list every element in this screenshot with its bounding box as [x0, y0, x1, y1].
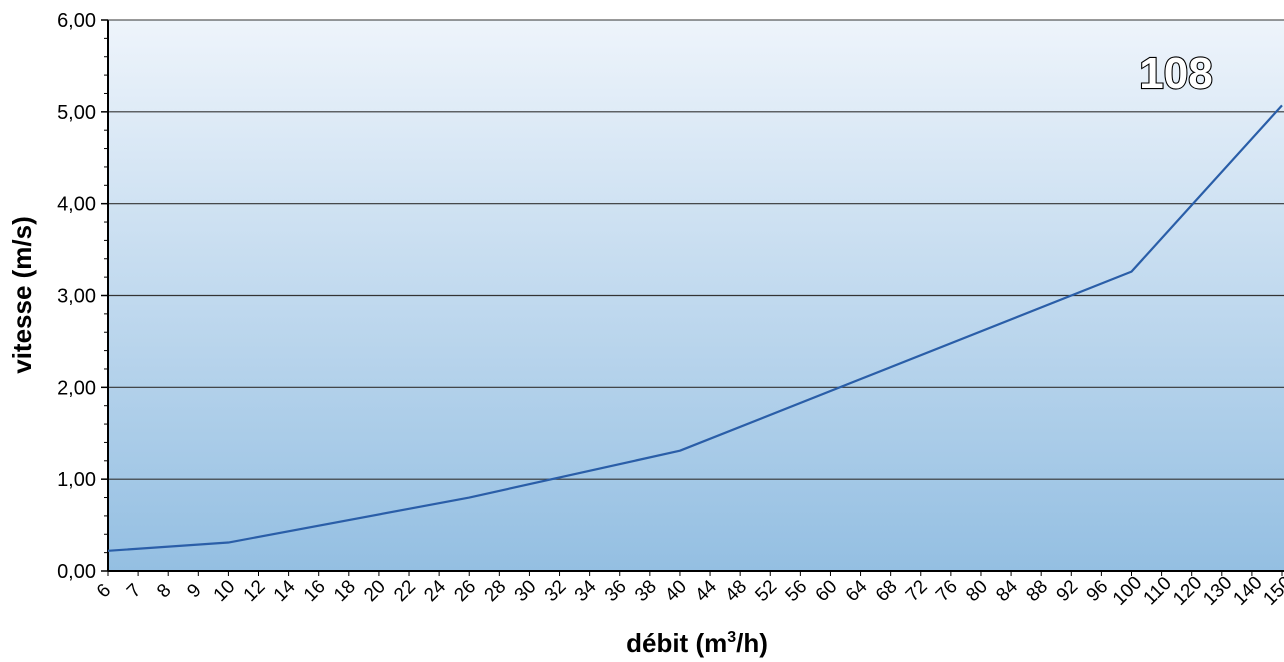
- x-tick-label: 76: [932, 576, 962, 606]
- x-tick-label: 130: [1199, 572, 1236, 609]
- x-tick-label: 92: [1052, 576, 1082, 606]
- axes: [101, 19, 1284, 576]
- series-line: [107, 104, 1283, 552]
- grid-lines: [108, 111, 1284, 480]
- y-tick-label: 2,00: [57, 377, 96, 399]
- y-tick-label: 1,00: [57, 469, 96, 491]
- y-tick-labels: 0,00 1,00 2,00 3,00 4,00 5,00 6,00: [57, 10, 96, 583]
- x-tick-label: 6: [93, 580, 115, 602]
- x-tick-label: 16: [300, 576, 330, 606]
- y-tick-label: 6,00: [57, 10, 96, 32]
- x-tick-label: 34: [571, 576, 601, 606]
- x-tick-label: 20: [360, 576, 390, 606]
- series-lines: [107, 104, 1283, 552]
- x-tick-label: 18: [330, 576, 360, 606]
- x-tick-label: 120: [1169, 572, 1206, 609]
- x-tick-label: 44: [691, 576, 721, 606]
- x-tick-label: 30: [511, 576, 541, 606]
- x-tick-label: 84: [992, 576, 1022, 606]
- x-tick-label: 150: [1259, 572, 1284, 609]
- x-tick-label: 14: [270, 576, 300, 606]
- x-tick-label: 110: [1140, 573, 1176, 609]
- x-tick-label: 9: [183, 580, 205, 602]
- x-tick-label: 22: [390, 576, 420, 606]
- x-tick-label: 72: [902, 576, 932, 606]
- x-tick-label: 24: [420, 576, 450, 606]
- x-tick-label: 38: [631, 576, 661, 606]
- y-axis-label: vitesse (m/s): [7, 216, 37, 374]
- y-tick-label: 4,00: [57, 194, 96, 216]
- y-tick-label: 3,00: [57, 286, 96, 308]
- x-tick-label: 52: [751, 576, 781, 606]
- x-tick-label: 10: [210, 576, 240, 606]
- x-tick-labels: 6 7 8 9 10 12 14 16 18 20 22 24 26 28 30 32 34 36 38 40 44 48…: [93, 572, 1284, 609]
- y-tick-label: 0,00: [57, 561, 96, 583]
- x-tick-label: 56: [782, 576, 812, 606]
- x-tick-label: 88: [1022, 576, 1052, 606]
- chart-title: 108: [1139, 49, 1212, 98]
- x-tick-label: 68: [872, 576, 902, 606]
- x-tick-label: 36: [601, 576, 631, 606]
- x-tick-label: 32: [541, 576, 571, 606]
- x-tick-label: 8: [153, 580, 175, 602]
- x-tick-label: 40: [661, 576, 691, 606]
- x-tick-label: 140: [1229, 572, 1266, 609]
- x-tick-label: 28: [481, 576, 511, 606]
- x-tick-label: 26: [450, 576, 480, 606]
- x-tick-label: 12: [240, 576, 270, 606]
- x-tick-label: 80: [962, 576, 992, 606]
- x-tick-label: 96: [1083, 576, 1113, 606]
- y-tick-label: 5,00: [57, 102, 96, 124]
- x-tick-label: 100: [1109, 572, 1146, 609]
- x-tick-label: 48: [721, 576, 751, 606]
- x-tick-label: 60: [812, 576, 842, 606]
- x-tick-label: 64: [842, 576, 872, 606]
- x-axis-label: débit (m3/h): [626, 628, 768, 658]
- x-tick-label: 7: [123, 580, 145, 602]
